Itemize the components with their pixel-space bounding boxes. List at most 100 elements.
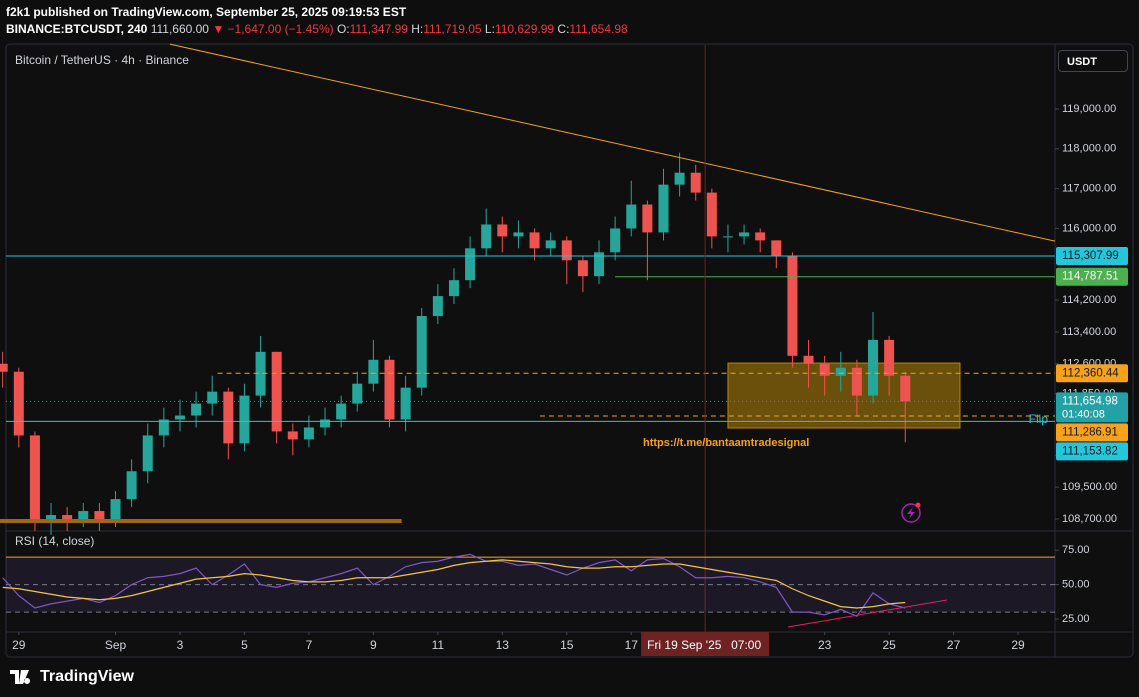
currency-button[interactable]: USDT <box>1058 50 1128 72</box>
candle-body <box>577 260 588 277</box>
low: 110,629.99 <box>494 22 555 36</box>
candle-body <box>62 515 73 520</box>
candle-body <box>352 383 363 404</box>
candle-body <box>13 371 24 436</box>
candle-body <box>465 248 476 281</box>
candle-body <box>448 280 459 297</box>
trend-line <box>787 599 947 628</box>
price-label: 111,654.98 <box>1062 395 1118 407</box>
crosshair-date: Fri 19 Sep '25 <box>647 638 722 652</box>
price-label: 114,787.51 <box>1062 271 1119 283</box>
x-tick-label: 7 <box>306 638 313 652</box>
candle-body <box>835 367 846 376</box>
price-label-bg <box>1056 423 1128 442</box>
candle-body <box>642 204 653 233</box>
candle-body <box>320 419 331 428</box>
candle-body <box>0 363 8 372</box>
alert-icon[interactable] <box>901 502 921 523</box>
candle-body <box>868 339 879 396</box>
y-tick-label: 25.00 <box>1062 613 1090 625</box>
last-price: 111,660.00 <box>150 22 209 36</box>
symbol: BINANCE:BTCUSDT, 240 <box>6 22 148 36</box>
candle-body <box>94 511 105 520</box>
candle-body <box>674 172 685 185</box>
candle-body <box>191 403 202 416</box>
x-tick-label: 13 <box>496 638 510 652</box>
candle-body <box>851 367 862 396</box>
price-label: 115,307.99 <box>1062 250 1119 262</box>
candle-body <box>755 232 766 241</box>
candle-body <box>432 296 443 317</box>
candle-body <box>271 351 282 432</box>
c-label: C: <box>557 22 570 36</box>
candle-body <box>884 339 895 376</box>
candle-body <box>722 236 733 238</box>
candle-body <box>819 363 830 376</box>
candle-body <box>787 256 798 356</box>
x-tick-label: 11 <box>432 638 445 652</box>
x-tick-label: Sep <box>105 638 127 652</box>
x-tick-label: 5 <box>241 638 248 652</box>
y-tick-label: 50.00 <box>1062 579 1090 591</box>
x-tick-label: 3 <box>177 638 184 652</box>
candle-body <box>158 419 169 436</box>
countdown: 01:40:08 <box>1062 408 1105 420</box>
x-tick-label: 29 <box>12 638 26 652</box>
candle-body <box>126 471 137 500</box>
candle-body <box>384 359 395 420</box>
price-label-bg <box>1056 267 1128 286</box>
annotation: Flip <box>1029 412 1049 426</box>
candle-body <box>594 252 605 277</box>
candle-body <box>223 391 234 444</box>
candle-body <box>900 375 911 402</box>
y-tick-label: 109,500.00 <box>1062 481 1117 493</box>
price-label-bg <box>1056 442 1128 461</box>
candle-body <box>174 415 185 420</box>
alert-dot <box>915 502 921 508</box>
candle-body <box>561 240 572 261</box>
crosshair-time: 07:00 <box>731 638 761 652</box>
rsi-title: RSI (14, close) <box>15 534 94 548</box>
footer: TradingView <box>10 668 134 686</box>
candle-body <box>207 391 218 404</box>
y-tick-label: 119,000.00 <box>1062 103 1116 115</box>
y-tick-label: 75.00 <box>1062 544 1090 556</box>
header: f2k1 published on TradingView.com, Septe… <box>6 4 628 38</box>
y-tick-label: 118,000.00 <box>1062 143 1116 155</box>
rsi-line <box>2 553 906 617</box>
close: 111,654.98 <box>569 22 628 36</box>
candle-body <box>497 224 508 237</box>
annotation: https://t.me/bantaamtradesignal <box>643 437 809 449</box>
alert-bolt <box>907 507 915 519</box>
chart-frame <box>5 43 1134 658</box>
candle-body <box>142 435 153 472</box>
h-label: H: <box>411 22 424 36</box>
high: 111,719.05 <box>423 22 482 36</box>
candle-body <box>626 204 637 229</box>
candle-body <box>78 511 89 520</box>
candle-body <box>658 184 669 233</box>
candle-body <box>739 232 750 237</box>
trend-line <box>169 43 1056 242</box>
candle-body <box>239 395 250 444</box>
x-tick-label: 25 <box>882 638 896 652</box>
candle-body <box>545 240 556 249</box>
logo <box>10 670 31 684</box>
o-label: O: <box>336 22 350 36</box>
x-tick-label: 15 <box>560 638 574 652</box>
quote-line: BINANCE:BTCUSDT, 240 111,660.00 ▼ −1,647… <box>6 21 628 38</box>
y-tick-label: 114,200.00 <box>1062 294 1116 306</box>
y-tick-label: 113,400.00 <box>1062 326 1116 338</box>
change: ▼ −1,647.00 (−1.45%) <box>212 22 334 36</box>
candle-body <box>416 316 427 388</box>
x-tick-label: 29 <box>1011 638 1025 652</box>
candle-body <box>690 172 701 193</box>
x-tick-label: 9 <box>370 638 377 652</box>
candle-body <box>400 387 411 420</box>
y-tick-label: 108,700.00 <box>1062 513 1117 525</box>
y-tick-label: 116,000.00 <box>1062 222 1116 234</box>
candle-body <box>336 403 347 420</box>
x-tick-label: 27 <box>947 638 961 652</box>
publisher: f2k1 published on TradingView.com, Septe… <box>6 5 407 19</box>
